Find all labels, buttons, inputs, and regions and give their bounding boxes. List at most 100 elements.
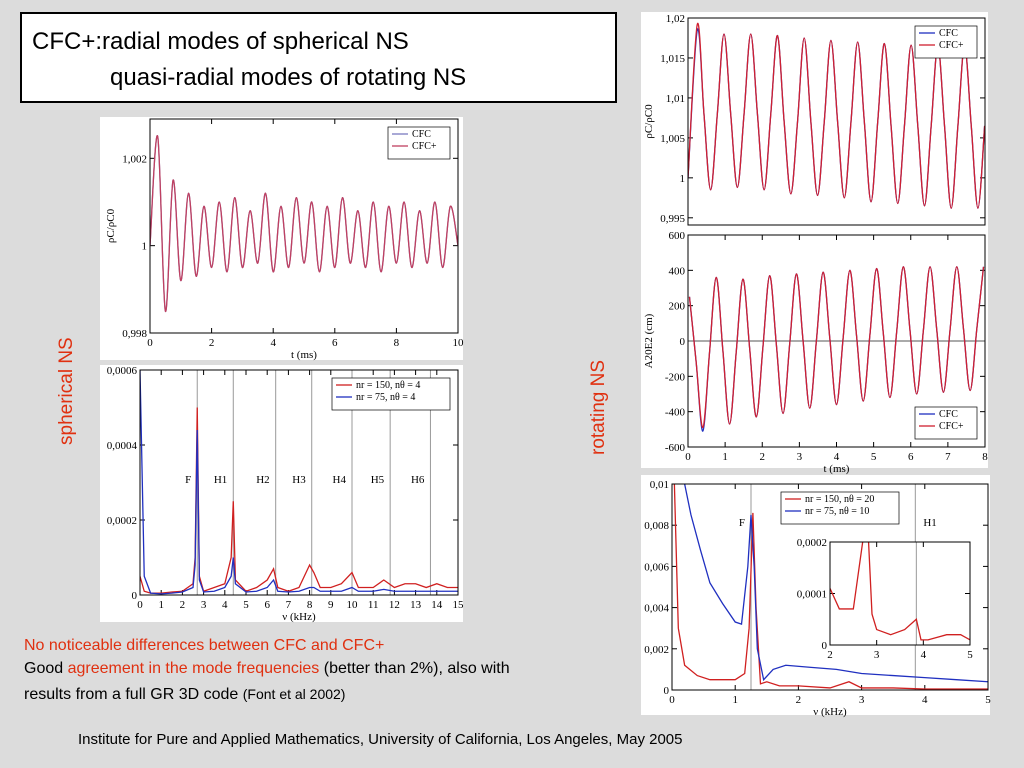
x-axis-label: ν (kHz): [813, 706, 847, 718]
x-tick-label: 0: [669, 694, 675, 706]
legend-label: nr = 75, nθ = 4: [356, 392, 415, 403]
y-tick-label: 0,0004: [107, 440, 138, 452]
mode-label: F: [739, 517, 745, 529]
x-tick-label: 15: [453, 599, 465, 611]
y-tick-label: 0: [822, 640, 828, 652]
x-tick-label: 2: [760, 451, 766, 463]
y-tick-label: 1: [680, 173, 686, 185]
legend-label: CFC: [939, 28, 958, 39]
y-tick-label: 1,005: [660, 133, 685, 145]
y-tick-label: 0,002: [644, 644, 669, 656]
series-line: [830, 542, 970, 641]
title-box: CFC+:radial modes of spherical NS quasi-…: [20, 12, 617, 103]
x-tick-label: 2: [180, 599, 186, 611]
legend-label: CFC: [412, 129, 431, 140]
y-axis-label: A20E2 (cm): [643, 313, 655, 368]
x-tick-label: 1: [158, 599, 164, 611]
x-tick-label: 3: [874, 649, 880, 661]
legend-box: [331, 377, 451, 411]
y-tick-label: 600: [669, 230, 686, 242]
x-axis-label: t (ms): [291, 349, 317, 361]
legend-box: [914, 25, 978, 59]
x-tick-label: 0: [685, 451, 691, 463]
x-tick-label: 6: [908, 451, 914, 463]
plot-frame: [139, 369, 459, 596]
y-tick-label: -600: [665, 442, 686, 454]
footer: Institute for Pure and Applied Mathemati…: [78, 731, 683, 748]
mode-label: H3: [292, 474, 306, 486]
y-tick-label: 0,998: [122, 328, 147, 340]
x-tick-label: 3: [201, 599, 207, 611]
plot-frame: [149, 118, 459, 334]
x-tick-label: 3: [797, 451, 803, 463]
left-label-box: spherical NS: [46, 320, 86, 460]
series-line: [140, 370, 458, 595]
x-tick-label: 6: [264, 599, 270, 611]
y-tick-label: 0,008: [644, 520, 669, 532]
legend-label: CFC+: [939, 421, 964, 432]
title-line: CFC+:radial modes of spherical NS: [32, 28, 409, 55]
legend-label: nr = 75, nθ = 10: [805, 506, 869, 517]
legend-box: [387, 126, 451, 160]
x-tick-label: 9: [328, 599, 334, 611]
title-line: quasi-radial modes of rotating NS: [110, 64, 467, 91]
y-tick-label: 0: [132, 590, 138, 602]
plot-frame: [829, 541, 971, 646]
x-tick-label: 11: [368, 599, 379, 611]
inset-bg: [830, 542, 970, 645]
x-tick-label: 8: [982, 451, 988, 463]
y-tick-label: 0: [680, 336, 686, 348]
y-tick-label: 0: [664, 685, 670, 697]
x-tick-label: 2: [796, 694, 802, 706]
x-tick-label: 7: [286, 599, 292, 611]
series-line: [673, 484, 988, 690]
y-tick-label: 0,0002: [797, 537, 827, 549]
x-tick-label: 13: [410, 599, 422, 611]
note-text: (better than 2%), also with: [319, 660, 510, 677]
y-tick-label: 0,01: [650, 479, 669, 491]
y-tick-label: 1,002: [122, 153, 147, 165]
x-tick-label: 1: [732, 694, 738, 706]
legend-label: CFC+: [412, 141, 437, 152]
x-tick-label: 4: [834, 451, 840, 463]
left-label: spherical NS: [56, 337, 77, 445]
legend-box: [914, 406, 978, 440]
y-tick-label: 200: [669, 301, 686, 313]
y-axis-label: ρC/ρC0: [105, 208, 117, 243]
series-line: [683, 484, 988, 683]
y-tick-label: 1,02: [666, 13, 685, 25]
x-tick-label: 3: [859, 694, 865, 706]
mode-label: H5: [371, 474, 385, 486]
legend-label: nr = 150, nθ = 20: [805, 494, 874, 505]
x-tick-label: 7: [945, 451, 951, 463]
x-tick-label: 14: [431, 599, 443, 611]
plot-frame: [687, 234, 986, 448]
note: Good agreement in the mode frequencies (…: [24, 660, 510, 678]
note: results from a full GR 3D code (Font et …: [24, 686, 345, 704]
y-tick-label: 400: [669, 265, 686, 277]
note-text: Good: [24, 660, 68, 677]
note-text: (Font et al 2002): [242, 686, 346, 702]
x-tick-label: 8: [394, 337, 400, 349]
x-tick-label: 8: [307, 599, 313, 611]
x-axis-label: ν (kHz): [282, 611, 316, 623]
x-tick-label: 5: [243, 599, 249, 611]
mode-label: H4: [333, 474, 347, 486]
x-tick-label: 6: [332, 337, 338, 349]
legend-label: CFC+: [939, 40, 964, 51]
mode-label: H1: [214, 474, 227, 486]
series-line: [150, 135, 458, 312]
mode-label: H2: [256, 474, 269, 486]
y-tick-label: 0,006: [644, 561, 669, 573]
y-tick-label: 1: [142, 241, 148, 253]
y-tick-label: 0,0001: [797, 589, 827, 601]
x-tick-label: 4: [922, 694, 928, 706]
mode-label: F: [185, 474, 191, 486]
note: No noticeable differences between CFC an…: [24, 637, 385, 654]
x-tick-label: 2: [209, 337, 215, 349]
legend-box: [780, 491, 900, 525]
mode-label: H6: [411, 474, 425, 486]
y-tick-label: 1,015: [660, 53, 685, 65]
